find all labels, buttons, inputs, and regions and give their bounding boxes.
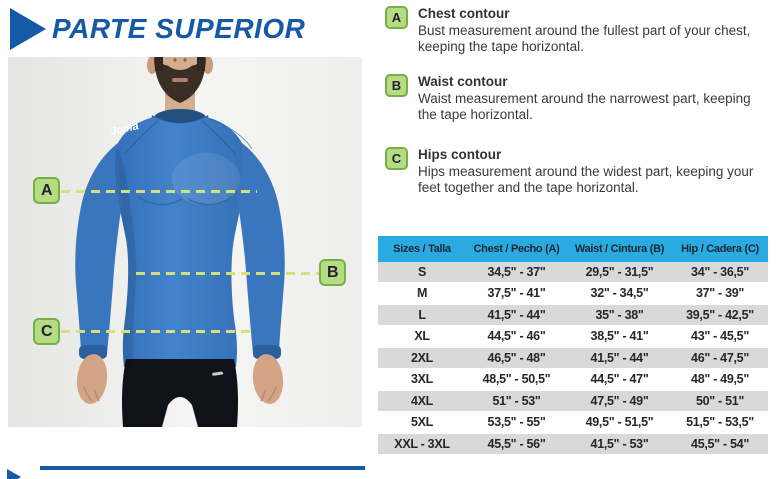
cell-size: 2XL xyxy=(410,350,434,365)
cell-waist: 38,5" - 41" xyxy=(590,329,649,344)
cell-chest: 45,5" - 56" xyxy=(487,436,546,451)
cell-size: L xyxy=(418,307,426,322)
instruction-waist-title: Waist contour xyxy=(418,74,508,89)
table-row: XXL - 3XL 45,5" - 56" 41,5" - 53" 45,5" … xyxy=(378,434,768,456)
col-header-hip: Hip / Cadera (C) xyxy=(681,243,759,255)
instruction-waist: B Waist contour Waist measurement around… xyxy=(385,74,754,124)
size-table: Sizes / Talla Chest / Pecho (A) Waist / … xyxy=(378,236,768,456)
col-header-chest: Chest / Pecho (A) xyxy=(473,243,560,255)
table-row: M 37,5" - 41" 32" - 34,5" 37" - 39" xyxy=(378,283,768,305)
table-row: S 34,5" - 37" 29,5" - 31,5" 34" - 36,5" xyxy=(378,262,768,284)
chest-dash-line xyxy=(61,190,257,193)
waist-dash-line xyxy=(136,272,320,275)
marker-a: A xyxy=(33,177,60,204)
instruction-waist-text: Waist contour Waist measurement around t… xyxy=(418,74,754,124)
cell-waist: 32" - 34,5" xyxy=(590,286,649,301)
cell-hip: 48" - 49,5" xyxy=(691,372,749,387)
cell-hip: 51,5" - 53,5" xyxy=(686,415,754,430)
cell-waist: 49,5" - 51,5" xyxy=(585,415,654,430)
cell-chest: 34,5" - 37" xyxy=(487,264,546,279)
cell-waist: 47,5" - 49" xyxy=(590,393,649,408)
bottom-arrow-icon xyxy=(7,469,21,479)
cell-chest: 44,5" - 46" xyxy=(487,329,546,344)
instruction-chest-body: Bust measurement around the fullest part… xyxy=(418,22,751,55)
table-row: XL 44,5" - 46" 38,5" - 41" 43" - 45,5" xyxy=(378,326,768,348)
col-header-waist: Waist / Cintura (B) xyxy=(574,243,665,255)
cell-chest: 51" - 53" xyxy=(492,393,541,408)
cell-size: XL xyxy=(414,329,430,344)
table-row: 3XL 48,5" - 50,5" 44,5" - 47" 48" - 49,5… xyxy=(378,369,768,391)
cell-waist: 44,5" - 47" xyxy=(590,372,649,387)
instruction-hips-text: Hips contour Hips measurement around the… xyxy=(418,147,754,197)
title-arrow-icon xyxy=(10,8,46,50)
marker-c: C xyxy=(33,318,60,345)
cell-size: 3XL xyxy=(410,372,434,387)
cell-hip: 50" - 51" xyxy=(695,393,745,408)
instruction-hips: C Hips contour Hips measurement around t… xyxy=(385,147,754,197)
instruction-waist-body: Waist measurement around the narrowest p… xyxy=(418,90,751,123)
instruction-hips-title: Hips contour xyxy=(418,147,502,162)
model-photo: Joma xyxy=(8,57,362,427)
cell-size: 5XL xyxy=(410,415,434,430)
bottom-divider-line xyxy=(40,466,365,470)
col-header-sizes: Sizes / Talla xyxy=(393,243,451,255)
table-row: 2XL 46,5" - 48" 41,5" - 44" 46" - 47,5" xyxy=(378,348,768,370)
instruction-waist-badge: B xyxy=(385,74,408,97)
cell-chest: 46,5" - 48" xyxy=(487,350,546,365)
instruction-chest-title: Chest contour xyxy=(418,6,510,21)
cell-hip: 37" - 39" xyxy=(695,286,745,301)
cell-hip: 43" - 45,5" xyxy=(691,329,749,344)
model-illustration: Joma xyxy=(8,57,362,427)
cell-chest: 41,5" - 44" xyxy=(487,307,546,322)
table-row: L 41,5" - 44" 35" - 38" 39,5" - 42,5" xyxy=(378,305,768,327)
instruction-hips-body: Hips measurement around the widest part,… xyxy=(418,163,754,196)
cell-waist: 41,5" - 44" xyxy=(590,350,649,365)
hips-dash-line xyxy=(61,330,253,333)
cell-waist: 35" - 38" xyxy=(595,307,644,322)
marker-a-letter: A xyxy=(40,181,53,199)
cell-chest: 37,5" - 41" xyxy=(487,286,546,301)
size-table-header: Sizes / Talla Chest / Pecho (A) Waist / … xyxy=(378,236,768,262)
instruction-chest-text: Chest contour Bust measurement around th… xyxy=(418,6,754,56)
cell-hip: 39,5" - 42,5" xyxy=(686,307,754,322)
cell-hip: 45,5" - 54" xyxy=(691,436,749,451)
cell-size: XXL - 3XL xyxy=(394,436,450,451)
cell-size: S xyxy=(417,264,427,279)
cell-size: M xyxy=(416,286,428,301)
cell-hip: 46" - 47,5" xyxy=(691,350,749,365)
instruction-hips-badge: C xyxy=(385,147,408,170)
page-title: PARTE SUPERIOR xyxy=(52,13,306,44)
cell-waist: 41,5" - 53" xyxy=(590,436,649,451)
instruction-chest-badge: A xyxy=(385,6,408,29)
table-row: 4XL 51" - 53" 47,5" - 49" 50" - 51" xyxy=(378,391,768,413)
marker-b: B xyxy=(319,259,346,286)
marker-c-letter: C xyxy=(40,322,53,340)
shirt-logo-text: Joma xyxy=(109,120,140,138)
cell-hip: 34" - 36,5" xyxy=(691,264,749,279)
cell-waist: 29,5" - 31,5" xyxy=(585,264,654,279)
instruction-chest: A Chest contour Bust measurement around … xyxy=(385,6,754,56)
cell-size: 4XL xyxy=(410,393,434,408)
table-row: 5XL 53,5" - 55" 49,5" - 51,5" 51,5" - 53… xyxy=(378,412,768,434)
cell-chest: 48,5" - 50,5" xyxy=(482,372,551,387)
marker-b-letter: B xyxy=(326,263,339,281)
cell-chest: 53,5" - 55" xyxy=(487,415,546,430)
